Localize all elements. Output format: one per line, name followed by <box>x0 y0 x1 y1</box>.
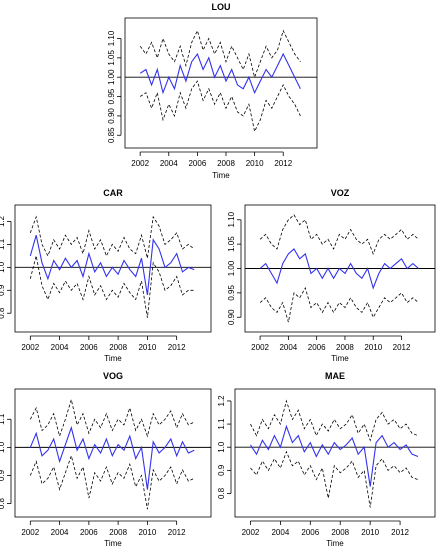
y-tick-label: 1.1 <box>0 238 6 250</box>
x-tick-label: 2002 <box>131 159 149 168</box>
chart-title: VOG <box>103 371 123 381</box>
y-tick-label: 0.9 <box>0 284 6 296</box>
x-tick-label: 2010 <box>138 528 156 537</box>
plot-frame <box>14 388 212 518</box>
x-tick-label: 2010 <box>364 343 382 352</box>
y-tick-label: 1.0 <box>0 261 6 273</box>
series-line-estimate <box>139 52 301 95</box>
series-line-upper <box>29 398 195 438</box>
y-tick-label: 1.2 <box>217 395 226 407</box>
series-line-estimate <box>29 425 195 490</box>
y-tick-label: 1.00 <box>107 69 116 85</box>
x-tick-label: 2004 <box>279 343 297 352</box>
x-tick-label: 2006 <box>80 343 98 352</box>
x-tick-label: 2006 <box>80 528 98 537</box>
y-tick-label: 0.8 <box>0 307 6 319</box>
x-axis-label: Time <box>104 539 122 548</box>
y-tick-label: 1.1 <box>217 418 226 430</box>
x-tick-label: 2006 <box>301 528 319 537</box>
x-tick-label: 2004 <box>271 528 289 537</box>
y-tick-label: 1.05 <box>107 50 116 66</box>
y-tick-label: 0.9 <box>0 469 6 481</box>
x-axis-label: Time <box>331 354 349 363</box>
y-tick-label: 0.9 <box>217 464 226 476</box>
x-tick-label: 2002 <box>21 343 39 352</box>
chart-panel-car: CAR 2002 2004 2006 2008 2010 2012 0.8 0.9 1.0 1.1 1… <box>0 188 212 363</box>
x-tick-label: 2004 <box>51 528 69 537</box>
x-tick-label: 2010 <box>138 343 156 352</box>
y-tick-label: 1.00 <box>227 260 236 276</box>
y-tick-label: 1.1 <box>0 413 6 425</box>
chart-title: VOZ <box>331 188 350 198</box>
x-tick-label: 2012 <box>168 343 186 352</box>
x-tick-label: 2012 <box>168 528 186 537</box>
x-tick-label: 2010 <box>246 159 264 168</box>
chart-panel-vog: VOG 2002 2004 2006 2008 2010 2012 0.8 0.9 1.0 1.1 T… <box>0 371 212 548</box>
chart-title: MAE <box>325 371 345 381</box>
series-line-lower <box>259 286 419 323</box>
y-tick-label: 1.0 <box>0 441 6 453</box>
x-tick-label: 2006 <box>188 159 206 168</box>
x-tick-label: 2002 <box>251 343 269 352</box>
x-axis-label: Time <box>104 354 122 363</box>
x-tick-label: 2008 <box>109 343 127 352</box>
x-tick-label: 2004 <box>51 343 69 352</box>
y-tick-label: 0.8 <box>0 497 6 509</box>
y-tick-label: 1.2 <box>0 215 6 227</box>
x-tick-label: 2012 <box>274 159 292 168</box>
x-tick-label: 2002 <box>21 528 39 537</box>
y-tick-label: 1.0 <box>217 441 226 453</box>
series-line-upper <box>139 29 301 79</box>
chart-title: CAR <box>103 188 123 198</box>
chart-panel-lou: LOU 2002 2004 2006 2008 2010 2012 0.85 0.90 0.95 1… <box>107 2 318 180</box>
plot-frame <box>234 388 436 518</box>
x-tick-label: 2004 <box>160 159 178 168</box>
x-tick-label: 2002 <box>242 528 260 537</box>
series-line-lower <box>139 80 301 133</box>
chart-title: LOU <box>212 2 231 12</box>
x-tick-label: 2012 <box>391 528 409 537</box>
x-axis-label: Time <box>212 171 230 180</box>
y-tick-label: 0.90 <box>107 108 116 124</box>
y-tick-label: 0.8 <box>217 487 226 499</box>
series-line-upper <box>259 214 419 256</box>
series-line-estimate <box>250 424 419 487</box>
y-tick-label: 1.10 <box>227 211 236 227</box>
series-line-lower <box>29 454 195 510</box>
series-line-estimate <box>259 248 419 290</box>
y-tick-label: 0.85 <box>107 127 116 143</box>
x-tick-label: 2008 <box>109 528 127 537</box>
y-tick-label: 0.95 <box>107 88 116 104</box>
series-line-estimate <box>29 235 195 295</box>
series-line-upper <box>29 215 195 259</box>
x-tick-label: 2008 <box>336 343 354 352</box>
x-tick-label: 2008 <box>217 159 235 168</box>
series-line-lower <box>250 450 419 508</box>
y-tick-label: 0.95 <box>227 285 236 301</box>
y-tick-label: 1.10 <box>107 30 116 46</box>
x-axis-label: Time <box>326 539 344 548</box>
x-tick-label: 2008 <box>331 528 349 537</box>
chart-panel-mae: MAE 2002 2004 2006 2008 2010 2012 0.8 0.9 1.0 1.1 1… <box>217 371 436 548</box>
chart-panel-voz: VOZ 2002 2004 2006 2008 2010 2012 0.90 0.95 1.00 1… <box>227 188 436 363</box>
x-tick-label: 2012 <box>393 343 411 352</box>
x-tick-label: 2006 <box>308 343 326 352</box>
plot-frame <box>14 204 212 333</box>
x-tick-label: 2010 <box>361 528 379 537</box>
plot-frame <box>124 17 318 149</box>
y-tick-label: 1.05 <box>227 236 236 252</box>
series-line-upper <box>250 399 419 442</box>
y-tick-label: 0.90 <box>227 309 236 325</box>
series-line-lower <box>29 255 195 318</box>
